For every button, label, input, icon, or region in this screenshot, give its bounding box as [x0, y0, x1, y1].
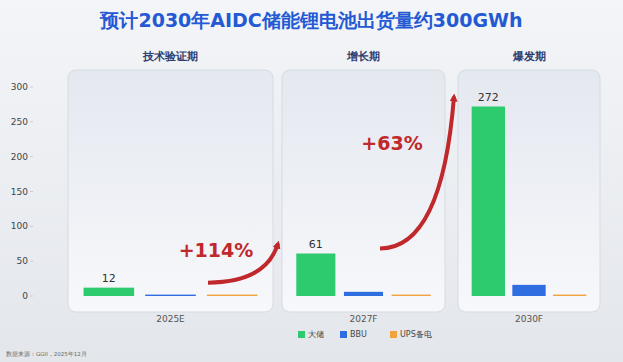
source-note: 数据来源：GGII，2025年12月 [6, 351, 87, 357]
y-tick-label: 250 [11, 117, 28, 127]
y-tick-label: 50 [17, 256, 29, 266]
phase-panel [458, 70, 600, 312]
legend-swatch [298, 331, 305, 338]
bar [512, 285, 545, 296]
y-tick [30, 226, 33, 227]
bar [472, 107, 505, 296]
x-tick-label: 2030F [515, 314, 543, 324]
y-tick-label: 0 [22, 291, 28, 301]
phase-label: 爆发期 [512, 50, 546, 63]
data-label: 12 [102, 272, 116, 285]
y-tick [30, 87, 33, 88]
legend-swatch [340, 331, 347, 338]
x-tick-label: 2027F [349, 314, 377, 324]
bar [207, 295, 258, 296]
data-label: 272 [478, 91, 499, 104]
growth-annotation: +63% [361, 132, 422, 154]
y-tick [30, 191, 33, 192]
chart-root: 预计2030年AIDC储能锂电池出货量约300GWh 技术验证期 增长期 爆发期 0 50… [0, 0, 623, 362]
bar [553, 295, 586, 296]
legend-label: BBU [350, 330, 367, 339]
chart: 预计2030年AIDC储能锂电池出货量约300GWh 技术验证期 增长期 爆发期 0 50… [0, 0, 623, 362]
y-tick [30, 156, 33, 157]
legend-swatch [390, 331, 397, 338]
phase-panel [68, 70, 273, 312]
y-tick-label: 150 [11, 187, 28, 197]
y-tick [30, 121, 33, 122]
x-tick-label: 2025E [156, 314, 185, 324]
background [0, 0, 623, 362]
phase-panel [282, 70, 445, 312]
title: 预计2030年AIDC储能锂电池出货量约300GWh [99, 9, 522, 31]
legend-label: 大储 [308, 330, 324, 339]
y-tick [30, 261, 33, 262]
bar [296, 254, 335, 296]
bar [392, 295, 431, 296]
bars [84, 107, 587, 296]
y-tick-label: 300 [11, 82, 28, 92]
y-tick-label: 100 [11, 221, 28, 231]
phase-label: 增长期 [346, 50, 380, 63]
y-tick-label: 200 [11, 152, 28, 162]
growth-annotation: +114% [179, 239, 254, 261]
data-label: 61 [309, 238, 323, 251]
y-tick [30, 296, 33, 297]
growth-arrow [380, 97, 454, 249]
phase-label: 技术验证期 [142, 50, 198, 63]
bar [145, 295, 196, 296]
legend-label: UPS备电 [400, 330, 432, 339]
bar [84, 288, 135, 296]
bar [344, 292, 383, 296]
